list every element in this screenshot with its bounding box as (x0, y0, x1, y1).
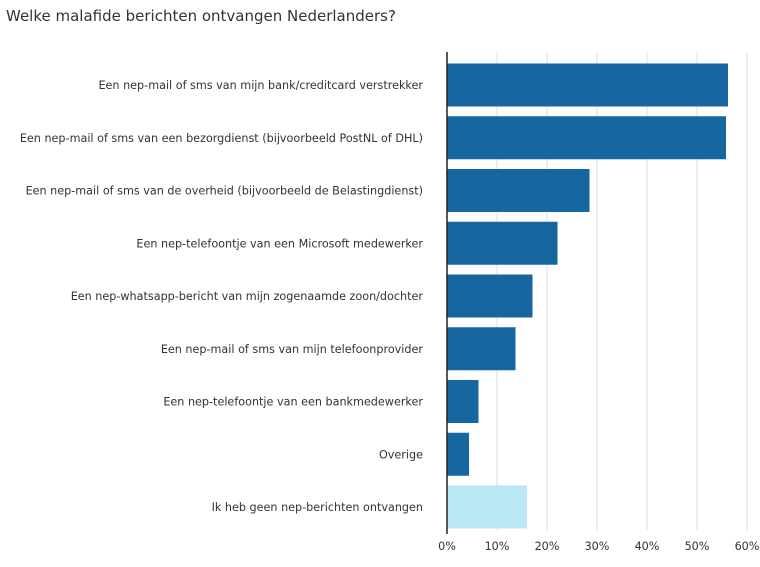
category-label: Een nep-telefoontje van een bankmedewerk… (163, 396, 423, 409)
category-label: Een nep-mail of sms van een bezorgdienst… (20, 132, 423, 145)
bar (447, 380, 479, 423)
chart-title: Welke malafide berichten ontvangen Neder… (6, 7, 396, 25)
bar (447, 274, 533, 318)
bar (447, 327, 516, 371)
category-label: Een nep-mail of sms van mijn bank/credit… (98, 79, 423, 92)
x-tick-label: 0% (438, 540, 456, 553)
category-label: Een nep-whatsapp-bericht van mijn zogena… (71, 290, 424, 303)
bar (447, 63, 728, 107)
category-label: Een nep-telefoontje van een Microsoft me… (136, 237, 423, 250)
x-tick-label: 40% (635, 540, 660, 553)
x-tick-label: 30% (585, 540, 610, 553)
bar (447, 169, 590, 212)
x-tick-label: 20% (535, 540, 560, 553)
bar (447, 485, 527, 529)
bar (447, 221, 558, 265)
bar (447, 432, 469, 476)
bar (447, 116, 726, 160)
category-label: Ik heb geen nep-berichten ontvangen (212, 501, 423, 514)
x-tick-label: 50% (685, 540, 710, 553)
category-label: Een nep-mail of sms van mijn telefoonpro… (161, 343, 424, 356)
category-label: Een nep-mail of sms van de overheid (bij… (26, 185, 423, 198)
category-label: Overige (379, 448, 423, 461)
x-tick-label: 60% (735, 540, 760, 553)
x-tick-label: 10% (485, 540, 510, 553)
